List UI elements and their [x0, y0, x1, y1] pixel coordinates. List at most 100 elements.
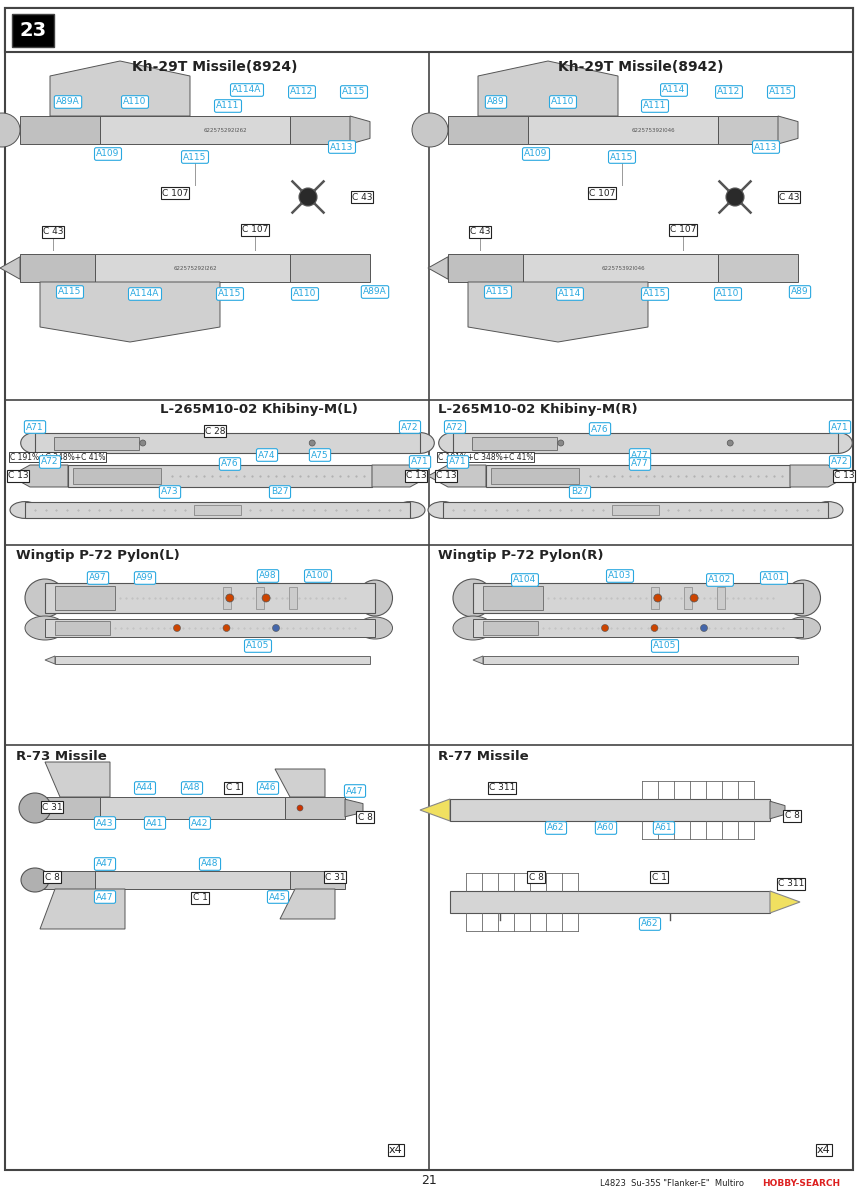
- Polygon shape: [478, 61, 618, 116]
- Text: A77: A77: [631, 450, 649, 460]
- Ellipse shape: [786, 617, 820, 638]
- Text: x4: x4: [390, 1145, 403, 1154]
- Text: A110: A110: [552, 97, 575, 107]
- Text: A43: A43: [96, 818, 114, 828]
- Text: A72: A72: [831, 457, 849, 467]
- Bar: [486, 464, 790, 487]
- Polygon shape: [473, 656, 483, 664]
- Text: A71: A71: [27, 422, 44, 432]
- Text: A71: A71: [450, 457, 467, 467]
- Text: A115: A115: [644, 289, 667, 299]
- Text: A71: A71: [411, 457, 429, 467]
- Text: C 8: C 8: [45, 872, 59, 882]
- Bar: [718, 254, 798, 282]
- Text: A42: A42: [191, 818, 208, 828]
- Polygon shape: [0, 257, 20, 280]
- Text: A115: A115: [218, 289, 242, 299]
- Text: A48: A48: [202, 859, 219, 869]
- Text: HOBBY-SEARCH: HOBBY-SEARCH: [762, 1178, 840, 1188]
- Circle shape: [297, 805, 303, 811]
- Bar: [650, 587, 658, 608]
- Text: R-77 Missile: R-77 Missile: [438, 750, 529, 762]
- Text: A115: A115: [610, 152, 634, 162]
- Circle shape: [726, 188, 744, 206]
- Text: A44: A44: [136, 784, 154, 792]
- Bar: [718, 116, 778, 144]
- Bar: [35, 797, 100, 818]
- Polygon shape: [790, 464, 848, 487]
- Text: C 107: C 107: [162, 188, 188, 198]
- Text: 622575292I262: 622575292I262: [173, 265, 217, 270]
- Ellipse shape: [10, 502, 40, 518]
- Ellipse shape: [428, 502, 458, 518]
- Ellipse shape: [395, 502, 425, 518]
- Ellipse shape: [0, 113, 20, 146]
- Text: C 43: C 43: [43, 228, 63, 236]
- Text: C 1: C 1: [192, 894, 208, 902]
- Bar: [5, 8, 853, 52]
- Ellipse shape: [25, 578, 65, 617]
- Text: A97: A97: [89, 574, 106, 582]
- Text: L-265M10-02 Khibiny-M(L): L-265M10-02 Khibiny-M(L): [160, 403, 358, 416]
- Text: A115: A115: [58, 288, 82, 296]
- Text: A45: A45: [269, 893, 287, 901]
- Text: A103: A103: [608, 571, 631, 581]
- Text: A47: A47: [96, 859, 114, 869]
- Bar: [222, 587, 231, 608]
- Text: 622575392I046: 622575392I046: [631, 127, 674, 132]
- Text: C 191%+C 348%+C 41%: C 191%+C 348%+C 41%: [10, 452, 106, 462]
- Bar: [448, 116, 528, 144]
- Ellipse shape: [21, 432, 49, 454]
- Text: A72: A72: [446, 422, 464, 432]
- Text: A115: A115: [770, 88, 793, 96]
- Text: A47: A47: [347, 786, 364, 796]
- Bar: [73, 468, 161, 484]
- Text: A41: A41: [146, 818, 164, 828]
- Text: A76: A76: [221, 460, 239, 468]
- Text: A105: A105: [246, 642, 269, 650]
- Ellipse shape: [824, 432, 852, 454]
- Text: C 13: C 13: [834, 472, 855, 480]
- Circle shape: [299, 188, 317, 206]
- Ellipse shape: [438, 432, 468, 454]
- Bar: [473, 583, 803, 613]
- Polygon shape: [428, 257, 448, 280]
- Text: A72: A72: [41, 457, 58, 467]
- Circle shape: [601, 624, 608, 631]
- Text: B27: B27: [271, 487, 289, 497]
- Text: A114: A114: [559, 289, 582, 299]
- Circle shape: [223, 624, 230, 631]
- Ellipse shape: [412, 113, 448, 146]
- Text: A100: A100: [306, 571, 329, 581]
- Text: C 107: C 107: [242, 226, 269, 234]
- Text: C 43: C 43: [352, 192, 372, 202]
- Text: C 43: C 43: [779, 192, 800, 202]
- Text: A61: A61: [656, 823, 673, 833]
- Text: C 107: C 107: [589, 188, 615, 198]
- Text: A109: A109: [524, 150, 547, 158]
- Text: A112: A112: [717, 88, 740, 96]
- Bar: [54, 437, 139, 450]
- Bar: [35, 871, 95, 889]
- Text: x4: x4: [817, 1145, 831, 1154]
- Text: A48: A48: [184, 784, 201, 792]
- Bar: [55, 622, 110, 635]
- Bar: [684, 587, 692, 608]
- Bar: [288, 587, 297, 608]
- Text: A74: A74: [258, 450, 275, 460]
- Text: C 31: C 31: [324, 872, 345, 882]
- Text: A114A: A114A: [130, 289, 160, 299]
- Text: C 8: C 8: [358, 812, 372, 822]
- Text: A110: A110: [124, 97, 147, 107]
- Ellipse shape: [786, 580, 820, 616]
- Text: A62: A62: [641, 919, 659, 929]
- Bar: [20, 116, 100, 144]
- Text: C 311: C 311: [489, 784, 515, 792]
- Text: A99: A99: [136, 574, 154, 582]
- Text: 23: 23: [20, 20, 46, 40]
- Bar: [290, 871, 345, 889]
- Bar: [12, 14, 54, 47]
- Polygon shape: [372, 464, 430, 487]
- Bar: [472, 437, 557, 450]
- Text: C 13: C 13: [406, 472, 426, 480]
